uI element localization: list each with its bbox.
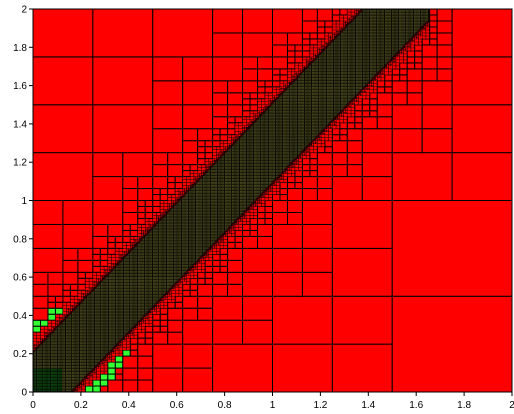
mesh-cells bbox=[33, 9, 512, 392]
